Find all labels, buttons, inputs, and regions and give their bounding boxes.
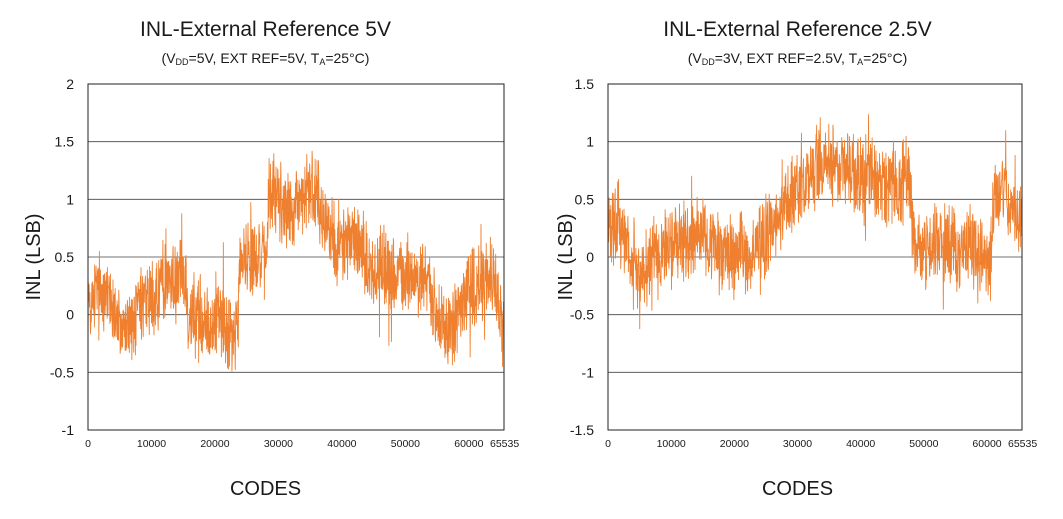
y-tick-label: 2 xyxy=(66,76,74,92)
subtitle-part: (V xyxy=(161,50,176,66)
y-tick-label: 0.5 xyxy=(575,191,595,207)
inl-series-line xyxy=(607,114,1023,330)
x-tick-label: 30000 xyxy=(264,438,293,450)
y-axis-label: INL (LSB) xyxy=(555,213,577,300)
subtitle-subscript: DD xyxy=(701,57,715,67)
subtitle-subscript: A xyxy=(319,57,326,67)
subtitle-subscript: DD xyxy=(175,57,189,67)
y-tick-label: 0.5 xyxy=(55,249,75,265)
y-tick-label: -0.5 xyxy=(50,364,74,380)
y-tick-label: 1.5 xyxy=(575,76,595,92)
y-tick-label: 1.5 xyxy=(55,134,75,150)
x-tick-label: 65535 xyxy=(490,438,519,450)
chart-subtitle: (VDD=3V, EXT REF=2.5V, TA=25°C) xyxy=(532,50,1063,67)
y-axis-label: INL (LSB) xyxy=(23,213,45,300)
x-tick-label: 60000 xyxy=(972,438,1001,450)
x-tick-label: 0 xyxy=(605,438,611,450)
x-tick-label: 30000 xyxy=(783,438,812,450)
y-tick-label: -0.5 xyxy=(570,307,594,323)
x-tick-label: 10000 xyxy=(137,438,166,450)
x-tick-label: 50000 xyxy=(909,438,938,450)
y-tick-label: -1 xyxy=(62,422,75,438)
chart-title: INL-External Reference 5V xyxy=(140,18,391,41)
x-tick-label: 10000 xyxy=(657,438,686,450)
y-tick-label: -1 xyxy=(582,364,595,380)
subtitle-part: =25°C) xyxy=(863,50,908,66)
y-tick-label: 1 xyxy=(66,191,74,207)
x-tick-label: 65535 xyxy=(1008,438,1037,450)
inl-series-line xyxy=(87,150,505,372)
plot-border xyxy=(607,83,1023,431)
x-tick-label: 40000 xyxy=(327,438,356,450)
y-tick-label: 0 xyxy=(586,249,594,265)
x-tick-label: 0 xyxy=(85,438,91,450)
y-tick-label: 1 xyxy=(586,134,594,150)
x-tick-label: 20000 xyxy=(720,438,749,450)
x-tick-label: 50000 xyxy=(391,438,420,450)
subtitle-part: =3V, EXT REF=2.5V, T xyxy=(714,50,858,66)
chart-panel-right: INL-External Reference 2.5V (VDD=3V, EXT… xyxy=(532,0,1063,519)
chart-title: INL-External Reference 2.5V xyxy=(663,18,932,41)
subtitle-part: (V xyxy=(687,50,702,66)
x-tick-label: 40000 xyxy=(846,438,875,450)
chart-panel-left: INL-External Reference 5V (VDD=5V, EXT R… xyxy=(0,0,531,519)
y-tick-label: 0 xyxy=(66,307,74,323)
subtitle-subscript: A xyxy=(857,57,864,67)
inl-chart-2-5v: 1.5 1 0.5 0 -0.5 -1 -1.5 0 10000 20000 30000 40000 5… xyxy=(555,76,1037,450)
plot-border xyxy=(87,83,505,431)
y-tick-label: -1.5 xyxy=(570,422,594,438)
x-tick-label: 60000 xyxy=(454,438,483,450)
chart-subtitle: (VDD=5V, EXT REF=5V, TA=25°C) xyxy=(0,50,531,67)
subtitle-part: =25°C) xyxy=(325,50,370,66)
x-axis-label: CODES xyxy=(761,478,834,500)
x-tick-label: 20000 xyxy=(200,438,229,450)
x-axis-label: CODES xyxy=(229,478,302,500)
inl-chart-5v: 2 1.5 1 0.5 0 -0.5 -1 0 10000 20000 30000 40000 5000… xyxy=(23,76,519,450)
subtitle-part: =5V, EXT REF=5V, T xyxy=(188,50,320,66)
